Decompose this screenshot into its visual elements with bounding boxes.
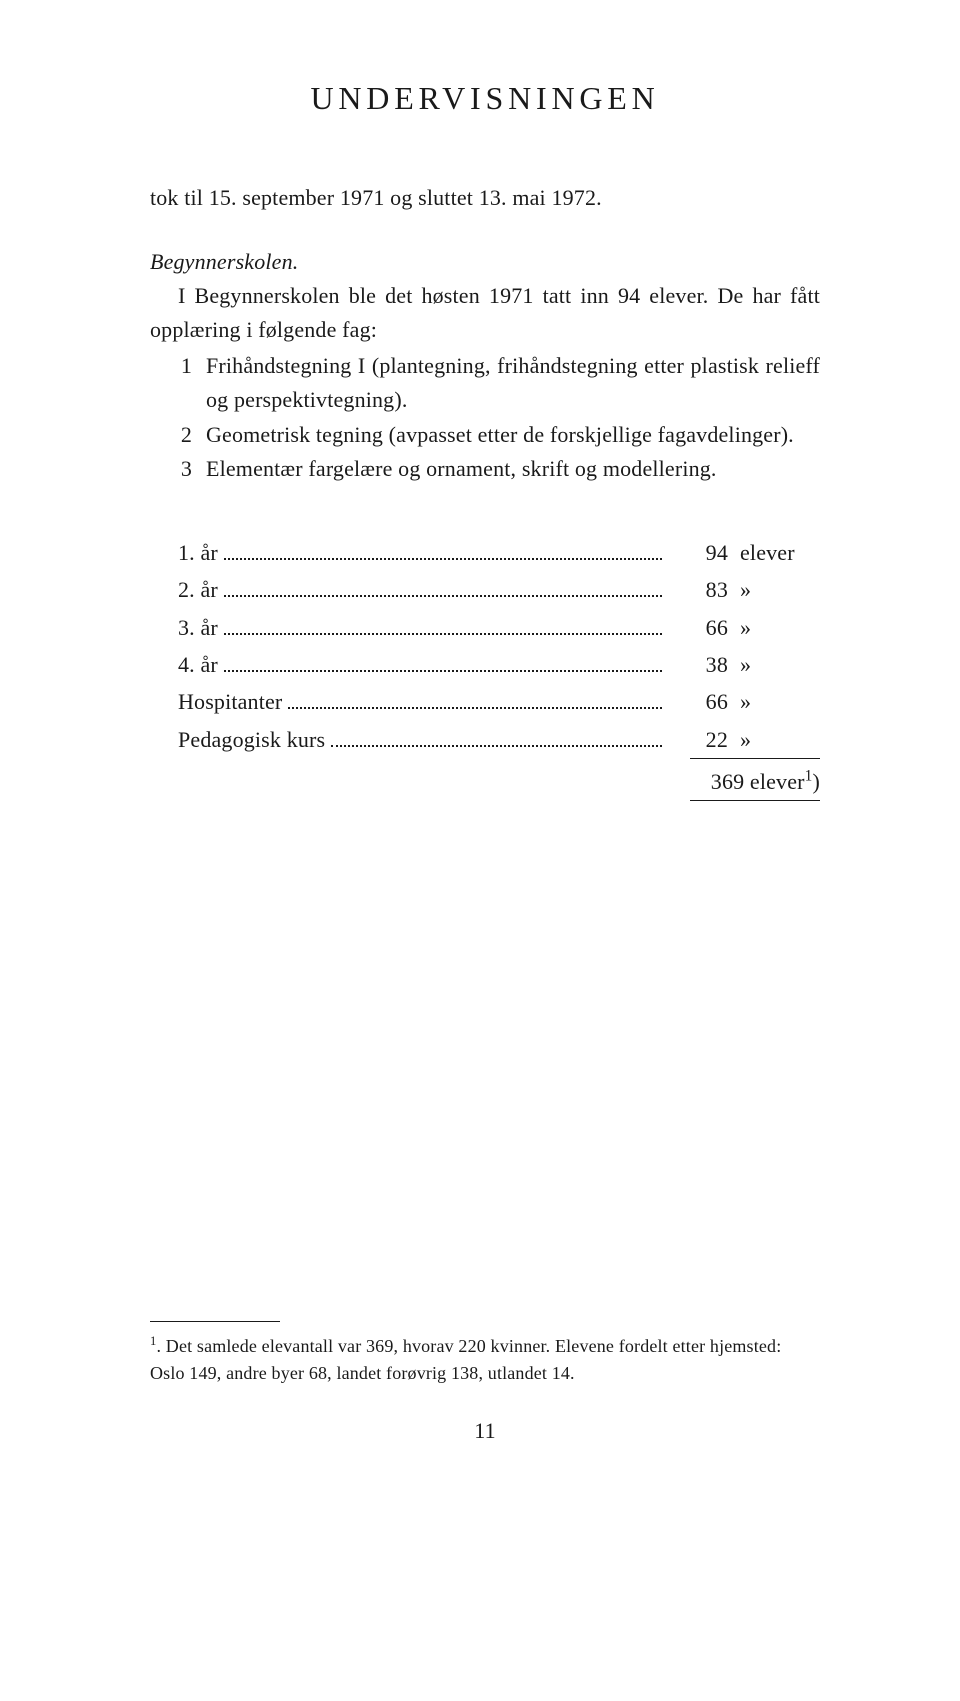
row-label: 4. år [178,646,218,683]
table-row: 1. år 94 elever [178,534,820,571]
table-row: Hospitanter 66 » [178,683,820,720]
total-superscript: 1 [805,768,813,785]
total-value: 369 elever1) [711,763,820,800]
footnote-separator [150,1321,280,1322]
total-paren: ) [813,769,821,794]
leader-dots [331,727,662,747]
list-number: 1 [150,349,206,417]
list-number: 3 [150,452,206,486]
lead-paragraph: tok til 15. september 1971 og sluttet 13… [150,181,820,215]
section-heading: Begynnerskolen. [150,245,820,279]
list-text: Frihåndstegning I (plantegning, frihånds… [206,349,820,417]
table-row: 4. år 38 » [178,646,820,683]
list-number: 2 [150,418,206,452]
numbered-list: 1 Frihåndstegning I (plantegning, frihån… [150,349,820,485]
leader-dots [224,615,662,635]
page: UNDERVISNINGEN tok til 15. september 197… [0,0,960,1701]
row-unit: » [728,646,820,683]
list-item: 2 Geometrisk tegning (avpasset etter de … [150,418,820,452]
intro-paragraph: I Begynnerskolen ble det høsten 1971 tat… [150,279,820,347]
leader-dots [224,652,662,672]
leader-dots [288,690,662,710]
list-item: 1 Frihåndstegning I (plantegning, frihån… [150,349,820,417]
row-value: 66 [668,683,728,720]
row-value: 22 [668,721,728,758]
footnote-text: . Det samlede elevantall var 369, hvorav… [150,1336,781,1382]
table-row: 3. år 66 » [178,609,820,646]
row-value: 66 [668,609,728,646]
row-label: Pedagogisk kurs [178,721,325,758]
leader-dots [224,540,662,560]
row-label: 2. år [178,571,218,608]
row-label: Hospitanter [178,683,282,720]
footnote: 1. Det samlede elevantall var 369, hvora… [150,1332,820,1385]
list-text: Elementær fargelære og ornament, skrift … [206,452,820,486]
table-row: Pedagogisk kurs 22 » [178,721,820,758]
leader-dots [224,578,662,598]
row-value: 94 [668,534,728,571]
row-unit: » [728,571,820,608]
row-value: 83 [668,571,728,608]
row-unit: » [728,683,820,720]
list-text: Geometrisk tegning (avpasset etter de fo… [206,418,820,452]
row-value: 38 [668,646,728,683]
page-title: UNDERVISNINGEN [150,80,820,117]
list-item: 3 Elementær fargelære og ornament, skrif… [150,452,820,486]
row-unit: elever [728,534,820,571]
total-rule-bottom [690,800,820,801]
row-unit: » [728,609,820,646]
row-label: 1. år [178,534,218,571]
table-row: 2. år 83 » [178,571,820,608]
total-row: 369 elever1) [178,759,820,800]
enrollment-table: 1. år 94 elever 2. år 83 » 3. år 66 » 4.… [178,534,820,802]
total-text: 369 elever [711,769,805,794]
page-number: 11 [150,1418,820,1444]
row-label: 3. år [178,609,218,646]
row-unit: » [728,721,820,758]
